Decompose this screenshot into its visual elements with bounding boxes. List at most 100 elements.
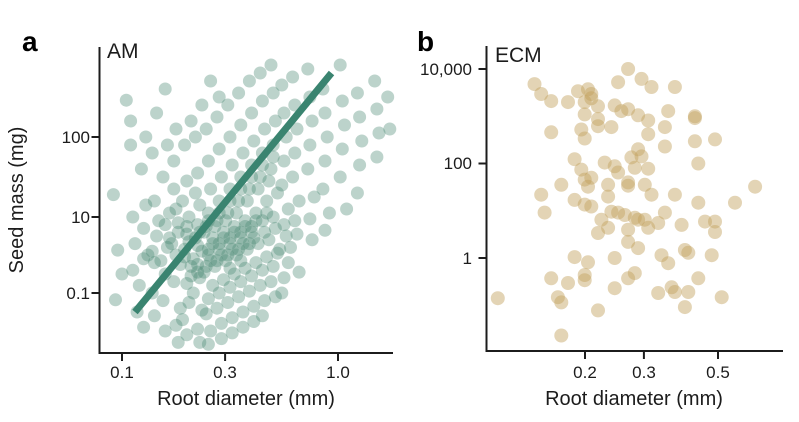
data-point [191,322,205,336]
data-point [584,199,599,214]
data-point [591,99,605,114]
data-point [584,87,599,101]
data-point [577,107,592,122]
data-point [607,281,622,296]
data-point [171,335,185,349]
data-point [260,250,274,264]
data-point [201,292,215,306]
data-point [147,309,161,323]
data-point [238,214,252,228]
data-point [191,258,205,271]
data-point [627,266,642,281]
data-point [245,106,259,120]
data-point [150,229,164,243]
data-point [238,220,252,233]
data-point [581,82,595,97]
data-point [601,189,616,204]
data-point [350,186,364,200]
panel-b-xtick-0.3: 0.3 [632,363,656,382]
data-point [691,195,706,210]
data-point [691,156,706,171]
data-point [247,231,261,245]
panel-b-ytick-100: 100 [443,154,472,173]
data-point [490,291,505,306]
data-point [631,241,646,256]
data-point [544,125,559,140]
data-point [193,335,207,349]
data-point [268,221,282,235]
panel-a-xtick-1.0: 1.0 [326,363,350,382]
panel-b-xtick-0.2: 0.2 [573,363,597,382]
data-point [748,179,763,194]
data-point [126,210,140,224]
data-point [247,315,261,328]
data-point [260,194,274,208]
data-point [621,271,636,286]
data-point [641,113,656,128]
data-point [253,66,267,80]
data-point [687,111,702,126]
data-point [554,295,569,310]
data-point [591,119,605,134]
data-point [667,285,682,299]
data-point [128,237,142,251]
data-point [201,248,215,262]
data-point [178,138,192,152]
data-point [247,299,261,313]
data-point [184,259,198,273]
data-point [221,206,235,220]
data-point [234,254,248,268]
data-point [210,301,224,315]
data-point [611,75,626,90]
data-point [651,216,666,230]
data-point [147,194,161,208]
data-point [621,222,636,237]
data-point [188,186,202,200]
data-point [255,214,269,228]
data-point [180,227,194,241]
data-point [210,254,224,268]
data-point [383,122,397,136]
data-point [534,87,549,101]
data-point [571,84,585,99]
data-point [197,265,211,279]
data-point [318,106,332,120]
data-point [611,205,626,220]
data-point [253,170,267,184]
data-point [124,114,138,128]
data-point [214,316,228,330]
data-point [147,256,161,270]
data-point [301,62,315,76]
data-point [281,256,295,270]
data-point [654,248,669,263]
data-point [591,226,605,240]
panel-b-plot [478,46,783,359]
data-point [158,82,172,96]
data-point [266,210,280,224]
data-point [206,231,220,245]
data-point [145,146,159,160]
panel-a-plot [91,47,397,361]
data-point [577,131,592,146]
data-point [333,58,347,72]
data-point [674,217,689,232]
data-point [681,285,696,299]
data-point [577,95,592,110]
data-point [212,286,226,300]
data-point [204,324,218,338]
data-point [260,206,274,220]
data-point [301,162,315,176]
data-point [137,320,151,334]
data-point [169,318,183,332]
data-point [372,126,386,140]
data-point [184,269,198,283]
data-point [381,90,395,104]
data-point [277,154,291,168]
data-point [171,225,185,239]
data-point [195,98,209,112]
data-point [728,195,742,210]
data-point [180,277,194,290]
data-point [275,178,289,192]
